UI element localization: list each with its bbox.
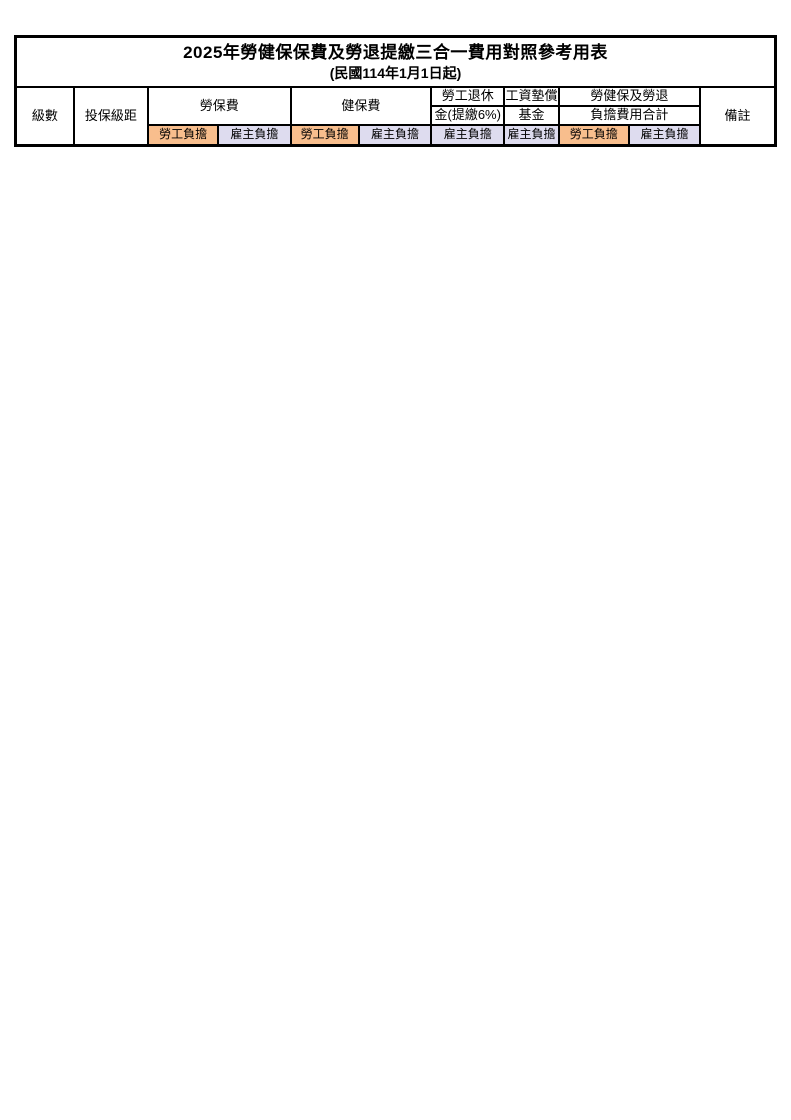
- col-header-health-insurance: 健保費: [289, 86, 433, 126]
- col-header-total-line1: 勞健保及勞退: [557, 86, 702, 107]
- col-header-total-line2: 負擔費用合計: [557, 105, 702, 126]
- subheader-total-employee: 勞工負擔: [557, 124, 630, 147]
- subheader-labor-employer: 雇主負擔: [217, 124, 292, 147]
- subheader-health-employer: 雇主負擔: [357, 124, 433, 147]
- subheader-pension-employer: 雇主負擔: [430, 124, 506, 147]
- col-header-pension-line1: 勞工退休: [430, 86, 506, 107]
- header-row-1: 級數 投保級距 勞保費 健保費 勞工退休 工資墊償 勞健保及勞退 備註: [14, 86, 777, 147]
- subheader-total-employer: 雇主負擔: [627, 124, 702, 147]
- col-header-remark: 備註: [699, 86, 777, 147]
- subheader-labor-employee: 勞工負擔: [146, 124, 220, 147]
- header-row-2: 金(提繳6%) 基金 負擔費用合計: [16, 105, 776, 126]
- col-header-level: 級數: [14, 86, 75, 147]
- title-row: 2025年勞健保保費及勞退提繳三合一費用對照參考用表 (民國114年1月1日起): [14, 35, 777, 88]
- title-block: 2025年勞健保保費及勞退提繳三合一費用對照參考用表 (民國114年1月1日起): [14, 35, 777, 88]
- subheader-wage-fund-employer: 雇主負擔: [503, 124, 560, 147]
- col-header-bracket: 投保級距: [72, 86, 150, 147]
- col-header-labor-insurance: 勞保費: [147, 86, 292, 126]
- header-row-payers: 勞工負擔 雇主負擔 勞工負擔 雇主負擔 雇主負擔 雇主負擔 勞工負擔 雇主負擔: [16, 124, 776, 147]
- page-subtitle: (民國114年1月1日起): [329, 64, 462, 81]
- col-header-wage-fund-line2: 基金: [503, 105, 560, 126]
- premium-table: 2025年勞健保保費及勞退提繳三合一費用對照參考用表 (民國114年1月1日起)…: [14, 35, 777, 147]
- col-header-pension-line2: 金(提繳6%): [430, 105, 506, 126]
- page-title: 2025年勞健保保費及勞退提繳三合一費用對照參考用表: [183, 43, 608, 63]
- col-header-wage-fund-line1: 工資墊償: [503, 86, 560, 107]
- subheader-health-employee: 勞工負擔: [289, 124, 360, 147]
